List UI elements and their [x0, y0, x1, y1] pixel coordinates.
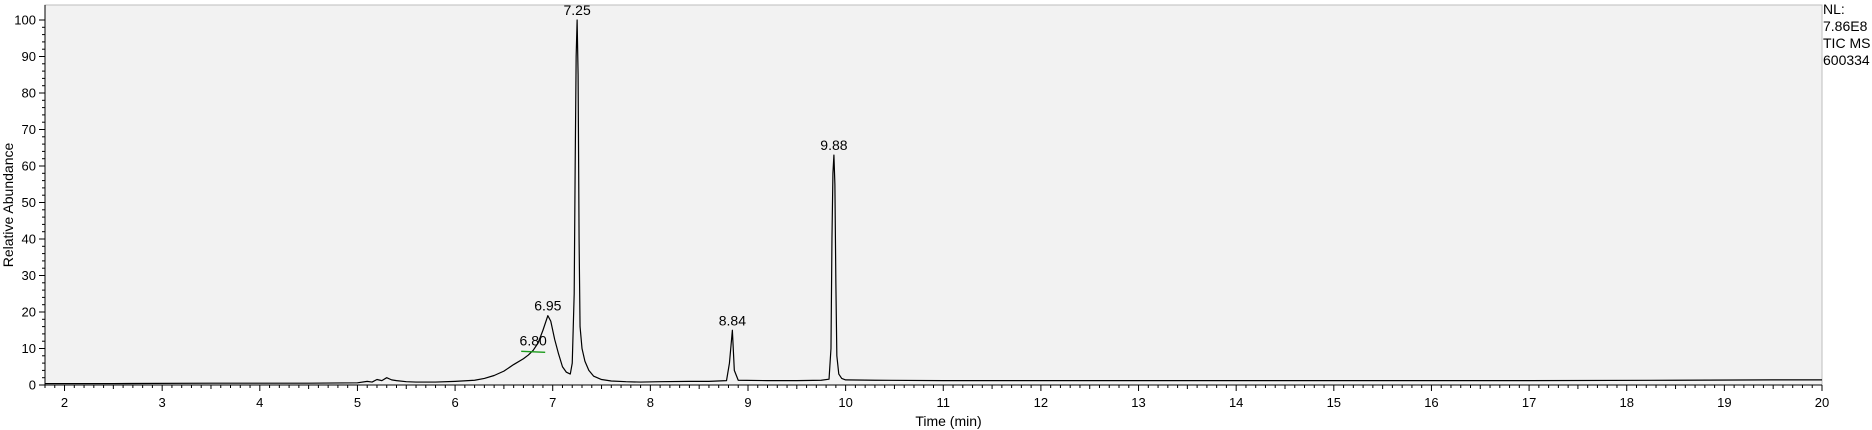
info-line: NL:	[1823, 1, 1845, 17]
integration-marker	[521, 350, 546, 353]
y-tick-label: 10	[22, 341, 36, 356]
x-tick-label: 6	[451, 395, 458, 410]
y-tick-label: 90	[22, 49, 36, 64]
peak-label: 6.80	[520, 332, 547, 348]
x-tick-label: 8	[647, 395, 654, 410]
x-tick-label: 18	[1619, 395, 1633, 410]
info-block: NL: 7.86E8 TIC MS 600334	[1823, 1, 1870, 68]
peak-label: 7.25	[563, 2, 590, 18]
y-tick-label: 80	[22, 86, 36, 101]
y-tick-label: 70	[22, 122, 36, 137]
x-tick-label: 20	[1815, 395, 1829, 410]
peak-label: 6.95	[534, 298, 561, 314]
trace-layer	[45, 19, 1822, 385]
x-tick-label: 13	[1131, 395, 1145, 410]
x-tick-label: 4	[256, 395, 263, 410]
x-tick-label: 10	[838, 395, 852, 410]
x-tick-label: 17	[1522, 395, 1536, 410]
x-tick-label: 15	[1327, 395, 1341, 410]
x-tick-label: 19	[1717, 395, 1731, 410]
y-tick-label: 60	[22, 159, 36, 174]
x-tick-label: 14	[1229, 395, 1243, 410]
y-tick-label: 40	[22, 232, 36, 247]
x-tick-label: 16	[1424, 395, 1438, 410]
y-tick-label: 20	[22, 305, 36, 320]
x-tick-label: 7	[549, 395, 556, 410]
x-axis-label: Time (min)	[915, 413, 981, 429]
tic-trace	[45, 19, 1822, 385]
info-line: 600334	[1823, 52, 1870, 68]
info-line: TIC MS	[1823, 35, 1870, 51]
x-tick-label: 5	[354, 395, 361, 410]
peak-label: 9.88	[820, 137, 847, 153]
x-tick-label: 2	[61, 395, 68, 410]
plot-area	[44, 4, 1823, 386]
x-tick-label: 9	[744, 395, 751, 410]
y-axis-ticks: 0 10 20 30 40 50 60 70 80 90 100	[14, 5, 46, 393]
peak-label: 8.84	[719, 312, 746, 328]
y-tick-label: 50	[22, 195, 36, 210]
x-tick-label: 11	[937, 395, 951, 410]
x-axis-ticks: 2 3 4 5 6 7 8 9 10 11 12 13 14 15 16 17 18 19 20	[44, 384, 1829, 410]
info-line: 7.86E8	[1823, 18, 1868, 34]
y-tick-label: 30	[22, 268, 36, 283]
x-tick-label: 3	[159, 395, 166, 410]
y-axis-label: Relative Abundance	[0, 143, 16, 268]
peak-labels: 7.25 6.95 6.80 8.84 9.88	[520, 2, 848, 348]
y-tick-label: 0	[29, 378, 36, 393]
x-tick-label: 12	[1034, 395, 1048, 410]
y-tick-label: 100	[14, 13, 36, 28]
